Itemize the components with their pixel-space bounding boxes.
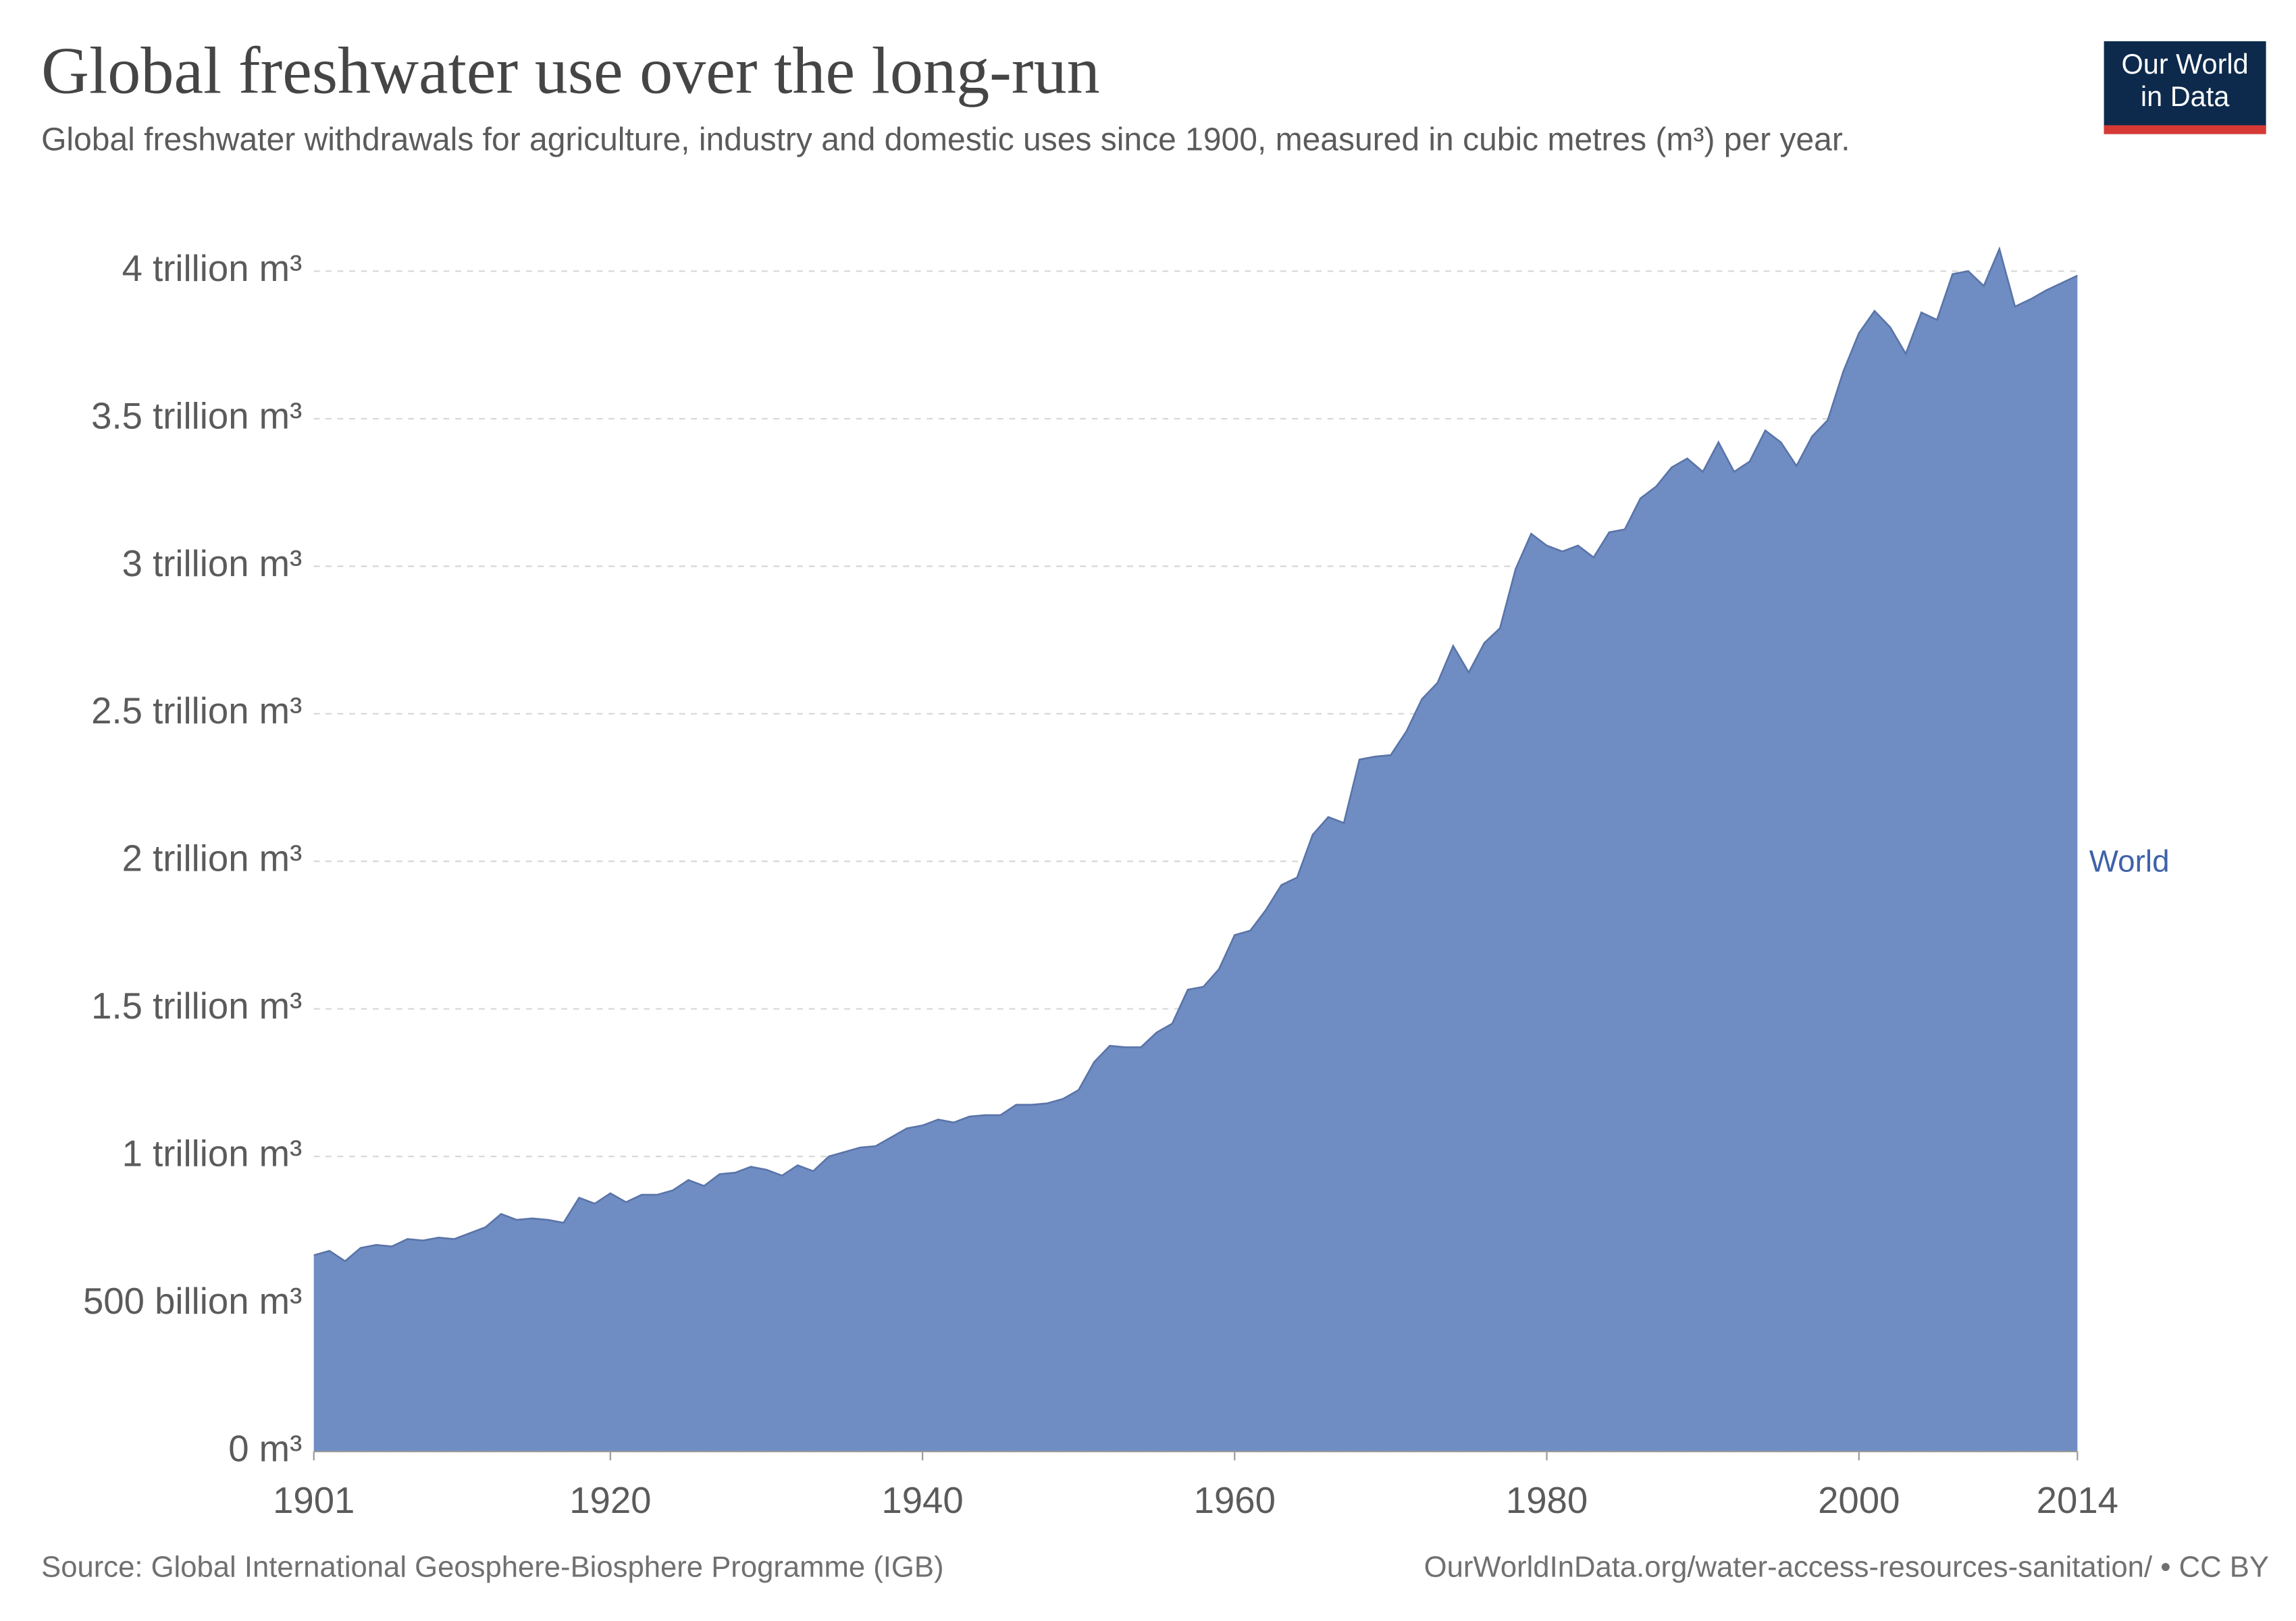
logo-text: in Data xyxy=(2140,82,2230,113)
y-tick-label: 500 billion m³ xyxy=(83,1281,302,1322)
chart-subtitle: Global freshwater withdrawals for agricu… xyxy=(41,120,1850,158)
source: Source: Global International Geosphere-B… xyxy=(41,1551,944,1585)
legend-label: World xyxy=(2089,844,2170,879)
logo-text: Our World xyxy=(2121,50,2249,81)
x-tick-label: 1901 xyxy=(273,1480,355,1521)
area xyxy=(313,249,2078,1452)
y-tick-label: 3.5 trillion m³ xyxy=(91,395,302,436)
x-tick-label: 1960 xyxy=(1194,1480,1276,1521)
y-tick-label: 0 m³ xyxy=(228,1428,302,1469)
y-tick-label: 4 trillion m³ xyxy=(122,248,303,289)
x-tick-label: 1980 xyxy=(1506,1480,1588,1521)
footer-link[interactable]: OurWorldInData.org/water-access-resource… xyxy=(1424,1551,2269,1585)
logo[interactable]: Our World in Data xyxy=(2104,41,2266,134)
y-tick-label: 1 trillion m³ xyxy=(122,1133,303,1175)
x-tick-label: 1940 xyxy=(881,1480,963,1521)
y-tick-label: 2 trillion m³ xyxy=(122,838,303,879)
area-outline xyxy=(313,246,2078,1262)
x-tick-label: 2014 xyxy=(2037,1480,2118,1521)
chart-title: Global freshwater use over the long-run xyxy=(41,34,1100,108)
y-tick-label: 3 trillion m³ xyxy=(122,543,303,584)
y-tick-label: 2.5 trillion m³ xyxy=(91,690,302,731)
x-tick-label: 1920 xyxy=(569,1480,651,1521)
y-tick-label: 1.5 trillion m³ xyxy=(91,985,302,1027)
x-tick-label: 2000 xyxy=(1818,1480,1900,1521)
